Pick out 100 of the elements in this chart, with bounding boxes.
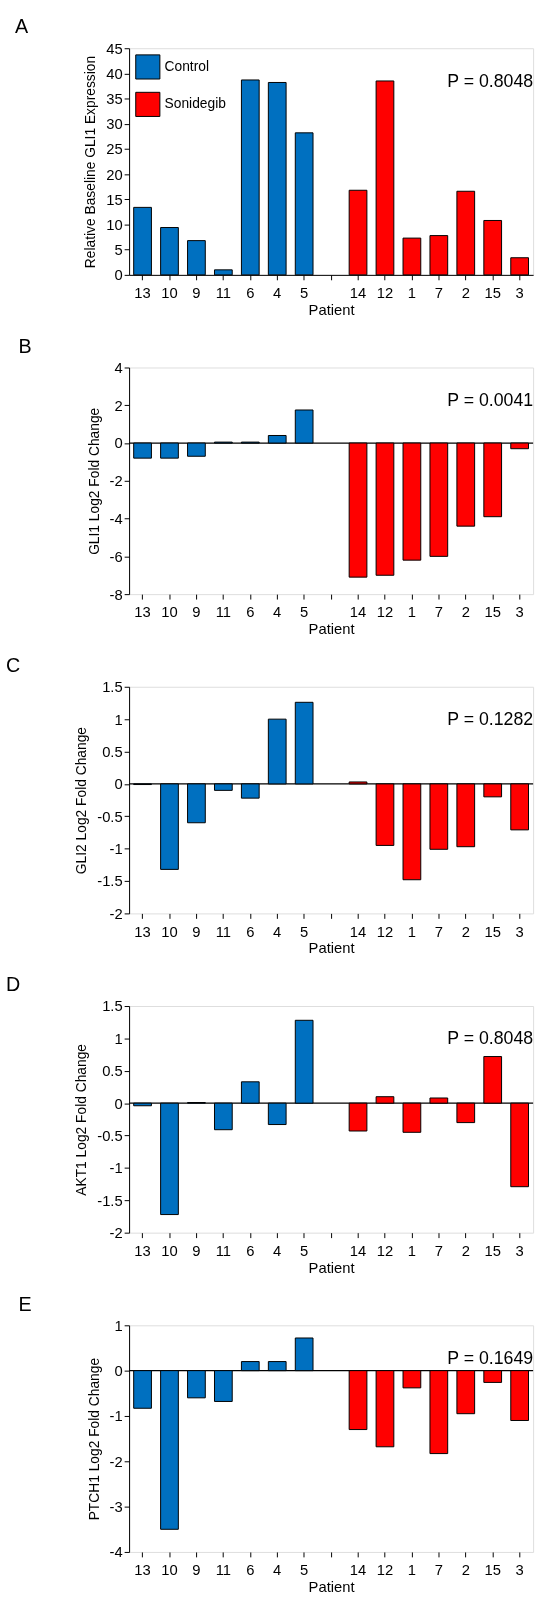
- x-tick-label: 11: [215, 1242, 232, 1259]
- x-tick-label: 3: [515, 923, 524, 940]
- x-tick-label: 9: [192, 1562, 201, 1579]
- x-tick-label: 2: [461, 1562, 470, 1579]
- x-tick-label: 9: [192, 285, 201, 302]
- x-tick-label: 4: [273, 285, 282, 302]
- x-tick-label: 3: [515, 285, 524, 302]
- x-tick-label: 14: [349, 923, 367, 940]
- y-tick-label: 10: [106, 216, 123, 233]
- y-axis-title: Relative Baseline GLI1 Expression: [83, 55, 99, 269]
- x-tick-label: 5: [300, 1242, 309, 1259]
- x-tick-label: 2: [461, 604, 470, 621]
- x-tick-label: 5: [300, 285, 309, 302]
- x-tick-label: 5: [300, 604, 309, 621]
- chart-title: A: [15, 15, 30, 38]
- x-tick-label: 4: [273, 1242, 282, 1259]
- x-tick-label: 11: [215, 285, 232, 302]
- y-tick-label: -2: [109, 473, 123, 490]
- y-tick-label: 0: [114, 435, 123, 452]
- y-tick-label: 1: [114, 1030, 123, 1047]
- annotation: P = 0.1282: [447, 709, 534, 730]
- x-tick-label: 2: [461, 1242, 470, 1259]
- x-tick-label: 12: [376, 1562, 394, 1579]
- y-tick-label: 30: [106, 116, 123, 133]
- x-tick-label: 1: [407, 604, 417, 621]
- y-tick-label: -2: [109, 1225, 123, 1242]
- y-tick-label: 0: [114, 1363, 123, 1380]
- legend-label: Sonidegib: [164, 96, 227, 112]
- x-tick-label: 9: [192, 604, 201, 621]
- x-tick-label: 13: [134, 285, 151, 302]
- y-tick-label: 1: [114, 711, 123, 728]
- x-tick-label: 14: [349, 1242, 367, 1259]
- x-tick-label: 10: [161, 285, 178, 302]
- x-tick-label: 9: [192, 923, 201, 940]
- y-tick-label: 5: [114, 242, 123, 259]
- y-tick-label: -2: [109, 905, 123, 922]
- x-tick-label: 11: [215, 923, 232, 940]
- x-tick-label: 1: [407, 1562, 417, 1579]
- x-tick-label: 4: [273, 1562, 282, 1579]
- x-tick-label: 2: [461, 923, 470, 940]
- x-tick-label: 6: [246, 1562, 255, 1579]
- y-tick-label: -1.5: [97, 873, 123, 890]
- x-tick-label: 7: [434, 285, 443, 302]
- x-tick-label: 1: [407, 285, 417, 302]
- x-tick-label: 11: [215, 604, 232, 621]
- x-tick-label: 6: [246, 604, 255, 621]
- x-tick-label: 12: [376, 604, 394, 621]
- y-tick-label: 0: [114, 776, 123, 793]
- y-axis-title: GLI1 Log2 Fold Change: [86, 407, 102, 555]
- y-tick-label: -2: [109, 1453, 123, 1470]
- x-tick-label: 14: [349, 604, 367, 621]
- y-tick-label: 2: [114, 397, 123, 414]
- x-tick-label: 12: [376, 285, 394, 302]
- x-tick-label: 13: [134, 1562, 151, 1579]
- x-tick-label: 6: [246, 923, 255, 940]
- y-tick-label: 40: [106, 65, 123, 82]
- y-tick-label: -4: [109, 1544, 123, 1561]
- x-tick-label: 15: [484, 1562, 501, 1579]
- x-tick-label: 15: [484, 285, 501, 302]
- annotation: P = 0.0041: [447, 389, 534, 410]
- annotation: P = 0.1649: [447, 1347, 534, 1368]
- x-tick-label: 2: [461, 285, 470, 302]
- x-tick-label: 13: [134, 923, 151, 940]
- y-axis-title: GLI2 Log2 Fold Change: [74, 726, 90, 875]
- y-tick-label: 1.5: [102, 998, 123, 1015]
- x-tick-label: 10: [161, 604, 178, 621]
- annotation: P = 0.8048: [447, 1028, 534, 1049]
- y-tick-label: 0.5: [102, 743, 123, 760]
- y-tick-label: -0.5: [97, 1127, 123, 1144]
- chart-title: B: [18, 334, 32, 357]
- x-tick-label: 10: [161, 1242, 178, 1259]
- x-tick-label: 10: [161, 923, 178, 940]
- x-tick-label: 14: [349, 285, 367, 302]
- y-tick-label: 25: [106, 141, 123, 158]
- y-tick-label: -1: [109, 841, 123, 858]
- chart-title: C: [6, 653, 21, 676]
- y-axis-title: AKT1 Log2 Fold Change: [74, 1043, 90, 1196]
- x-tick-label: 15: [484, 923, 501, 940]
- x-tick-label: 12: [376, 1242, 394, 1259]
- x-tick-label: 3: [515, 1242, 524, 1259]
- x-tick-label: 6: [246, 285, 255, 302]
- x-tick-label: 7: [434, 1562, 443, 1579]
- x-tick-label: 1: [407, 923, 417, 940]
- x-tick-label: 3: [515, 1562, 524, 1579]
- y-axis-title: PTCH1 Log2 Fold Change: [86, 1357, 102, 1521]
- y-tick-label: 0.5: [102, 1063, 123, 1080]
- y-tick-label: -1: [109, 1160, 123, 1177]
- y-tick-label: 20: [106, 166, 123, 183]
- annotation: P = 0.8048: [447, 70, 534, 91]
- y-tick-label: 1: [114, 1317, 123, 1334]
- x-tick-label: 15: [484, 604, 501, 621]
- chart-title: D: [6, 973, 21, 996]
- x-tick-label: 5: [300, 1562, 309, 1579]
- y-tick-label: 35: [106, 91, 123, 108]
- x-axis-title: Patient: [308, 621, 355, 638]
- x-tick-label: 15: [484, 1242, 501, 1259]
- y-tick-label: 15: [106, 191, 123, 208]
- x-tick-label: 1: [407, 1242, 417, 1259]
- y-tick-label: -1.5: [97, 1192, 123, 1209]
- x-tick-label: 12: [376, 923, 394, 940]
